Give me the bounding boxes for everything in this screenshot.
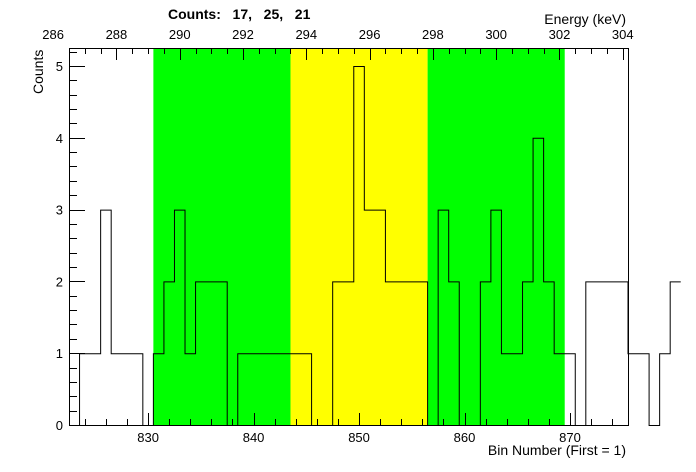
energy-axis: 286 288 290 292 294 296 298 300 302 304 bbox=[42, 27, 634, 60]
y-tick-label: 2 bbox=[56, 274, 63, 289]
y-axis-title: Counts bbox=[30, 50, 46, 94]
energy-tick-label: 290 bbox=[169, 27, 191, 42]
energy-tick-label: 286 bbox=[42, 27, 64, 42]
regions-layer bbox=[153, 48, 565, 425]
chart-title: Counts: 17, 25, 21 bbox=[168, 6, 311, 22]
energy-tick-label: 296 bbox=[359, 27, 381, 42]
y-tick-label: 0 bbox=[56, 418, 63, 433]
x2-axis-title: Energy (keV) bbox=[544, 11, 626, 27]
energy-tick-label: 302 bbox=[549, 27, 571, 42]
y-tick-label: 3 bbox=[56, 203, 63, 218]
y-axis: 0 1 2 3 4 5 bbox=[56, 52, 85, 433]
y-tick-label: 4 bbox=[56, 131, 63, 146]
x-tick-label: 870 bbox=[559, 430, 581, 445]
energy-tick-label: 298 bbox=[422, 27, 444, 42]
energy-tick-label: 288 bbox=[106, 27, 128, 42]
x-tick-label: 860 bbox=[454, 430, 476, 445]
energy-tick-label: 294 bbox=[295, 27, 317, 42]
histogram-line bbox=[69, 65, 681, 426]
region-peak bbox=[290, 48, 428, 425]
x-tick-label: 830 bbox=[137, 430, 159, 445]
energy-tick-label: 304 bbox=[612, 27, 634, 42]
x-tick-label: 850 bbox=[348, 430, 370, 445]
x-tick-label: 840 bbox=[243, 430, 265, 445]
energy-tick-label: 300 bbox=[485, 27, 507, 42]
y-tick-label: 5 bbox=[56, 59, 63, 74]
energy-tick-label: 292 bbox=[232, 27, 254, 42]
region-background-right bbox=[427, 48, 565, 425]
x-axis-title: Bin Number (First = 1) bbox=[488, 442, 626, 458]
x-axis: 830 840 850 860 870 bbox=[85, 413, 613, 445]
y-tick-label: 1 bbox=[56, 346, 63, 361]
region-background-left bbox=[153, 48, 291, 425]
plot-frame bbox=[69, 48, 629, 426]
